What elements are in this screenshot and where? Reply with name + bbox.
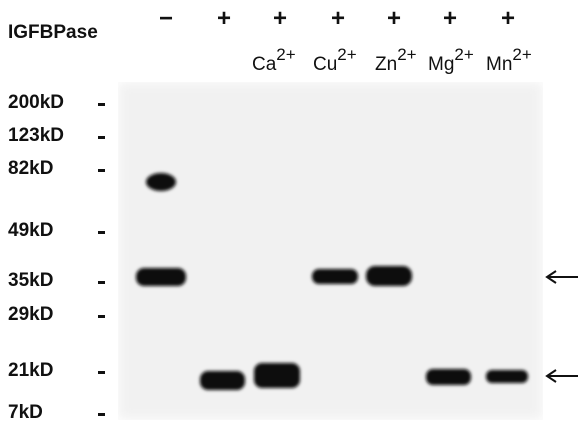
row-label: IGFBPase bbox=[8, 22, 98, 43]
ion-label: Mn2+ bbox=[486, 45, 532, 75]
marker-label: 200kD bbox=[8, 92, 64, 113]
marker-dash bbox=[98, 413, 105, 416]
lane-sign: + bbox=[217, 5, 231, 32]
marker-label: 21kD bbox=[8, 360, 53, 381]
ion-symbol: Mn bbox=[486, 54, 512, 75]
lane-sign: + bbox=[273, 5, 287, 32]
band bbox=[200, 371, 245, 390]
ion-charge: 2+ bbox=[337, 45, 356, 64]
marker-label: 7kD bbox=[8, 402, 43, 423]
band bbox=[136, 268, 186, 286]
lane-sign: + bbox=[331, 5, 345, 32]
ion-label: Cu2+ bbox=[313, 45, 357, 75]
marker-label: 29kD bbox=[8, 304, 53, 325]
ion-symbol: Zn bbox=[375, 54, 397, 75]
ion-label: Ca2+ bbox=[252, 45, 296, 75]
band bbox=[254, 363, 300, 388]
arrow bbox=[547, 271, 578, 283]
marker-dash bbox=[98, 315, 105, 318]
arrow bbox=[547, 370, 578, 382]
marker-dash bbox=[98, 281, 105, 284]
marker-dash bbox=[98, 136, 105, 139]
gel-background bbox=[118, 82, 543, 420]
lane-sign: + bbox=[387, 5, 401, 32]
marker-label: 49kD bbox=[8, 220, 53, 241]
ion-symbol: Ca bbox=[252, 54, 277, 75]
gel-figure: IGFBPase −++++++ Ca2+Cu2+Zn2+Mg2+Mn2+ 20… bbox=[0, 0, 580, 430]
band bbox=[366, 266, 412, 286]
marker-dash bbox=[98, 371, 105, 374]
ion-label: Zn2+ bbox=[375, 45, 417, 75]
band bbox=[486, 370, 528, 383]
ion-label: Mg2+ bbox=[428, 45, 474, 75]
band bbox=[312, 269, 358, 284]
marker-label: 35kD bbox=[8, 270, 53, 291]
ion-charge: 2+ bbox=[276, 45, 295, 64]
band bbox=[426, 369, 471, 385]
ion-symbol: Cu bbox=[313, 54, 337, 75]
arrows bbox=[547, 271, 578, 382]
marker-label: 123kD bbox=[8, 125, 64, 146]
marker-dash bbox=[98, 169, 105, 172]
ion-charge: 2+ bbox=[454, 45, 473, 64]
marker-label: 82kD bbox=[8, 158, 53, 179]
lane-sign: − bbox=[159, 5, 173, 32]
marker-dash bbox=[98, 103, 105, 106]
band bbox=[146, 173, 176, 191]
ion-charge: 2+ bbox=[512, 45, 531, 64]
ion-symbol: Mg bbox=[428, 54, 454, 75]
ion-charge: 2+ bbox=[397, 45, 416, 64]
marker-dash bbox=[98, 231, 105, 234]
lane-sign: + bbox=[443, 5, 457, 32]
lane-sign: + bbox=[501, 5, 515, 32]
